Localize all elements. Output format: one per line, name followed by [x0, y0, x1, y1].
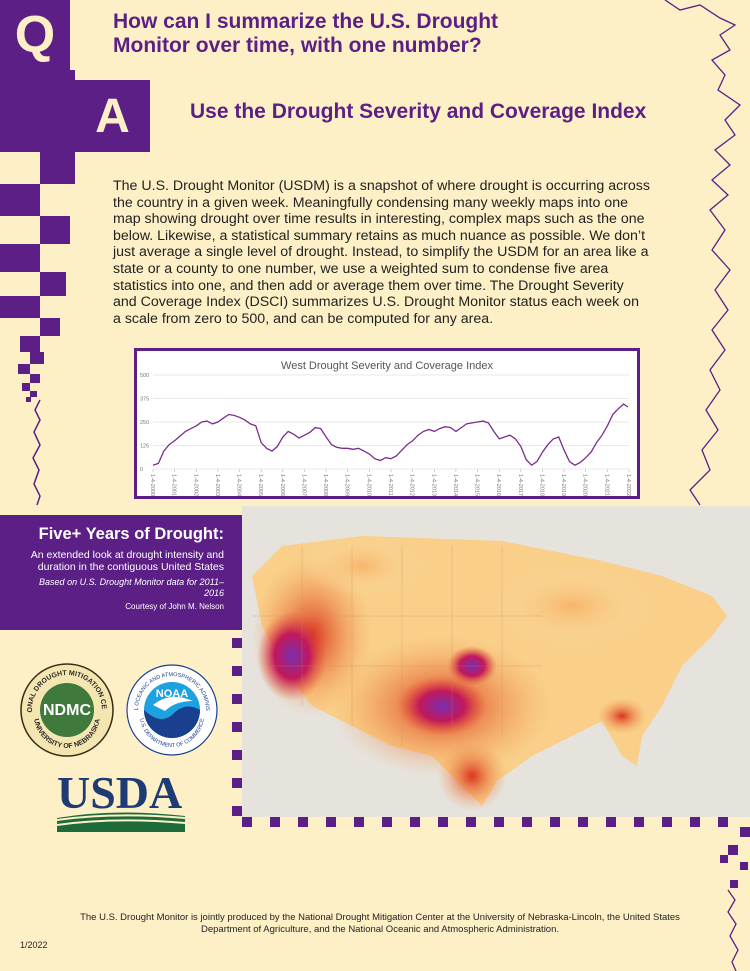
- chart-xtick-label: 1-4-2009: [344, 474, 350, 496]
- usda-logo: USDA: [56, 768, 185, 832]
- a-box: A: [75, 80, 150, 152]
- chart-xtick-label: 1-4-2017: [517, 474, 523, 496]
- chart-xtick-label: 1-4-2004: [236, 474, 242, 496]
- chart-xtick-label: 1-4-2011: [387, 474, 393, 496]
- chart-svg: West Drought Severity and Coverage Index…: [140, 360, 631, 496]
- q-box: Q: [0, 0, 70, 70]
- body-paragraph: The U.S. Drought Monitor (USDM) is a sna…: [113, 178, 650, 327]
- chart-xtick-label: 1-4-2006: [279, 474, 285, 496]
- chart-xtick-label: 1-4-2012: [409, 474, 415, 496]
- chart-xtick-label: 1-4-2007: [300, 474, 306, 496]
- banner-courtesy: Courtesy of John M. Nelson: [125, 602, 224, 611]
- chart-xtick-label: 1-4-2021: [603, 474, 609, 496]
- a-letter: A: [95, 89, 130, 143]
- chart-xtick-label: 1-4-2016: [495, 474, 501, 496]
- chart-ytick-label: 250: [140, 420, 149, 426]
- dsci-chart: West Drought Severity and Coverage Index…: [134, 348, 640, 499]
- banner-title: Five+ Years of Drought:: [38, 525, 224, 543]
- chart-ytick-label: 125: [140, 444, 149, 450]
- answer-heading: Use the Drought Severity and Coverage In…: [190, 100, 647, 123]
- chart-xtick-label: 1-4-2018: [538, 474, 544, 496]
- chart-xtick-label: 1-4-2002: [192, 474, 198, 496]
- chart-ytick-label: 0: [140, 467, 143, 473]
- ndmc-logo-text: NDMC: [43, 702, 91, 719]
- noaa-logo: NATIONAL OCEANIC AND ATMOSPHERIC ADMINIS…: [125, 663, 218, 756]
- chart-title: West Drought Severity and Coverage Index: [281, 360, 493, 372]
- question-heading: How can I summarize the U.S. Drought Mon…: [113, 10, 499, 57]
- chart-xtick-label: 1-4-2022: [625, 474, 631, 496]
- ndmc-logo: NATIONAL DROUGHT MITIGATION CENTER UNIVE…: [20, 663, 114, 757]
- chart-xtick-label: 1-4-2014: [452, 474, 458, 496]
- noaa-logo-text: NOAA: [156, 688, 188, 700]
- chart-xtick-label: 1-4-2005: [257, 474, 263, 496]
- chart-xtick-label: 1-4-2003: [214, 474, 220, 496]
- chart-xtick-label: 1-4-2000: [149, 474, 155, 496]
- publication-date: 1/2022: [20, 940, 48, 950]
- chart-line-west-dsci: [152, 403, 629, 467]
- chart-xtick-label: 1-4-2010: [365, 474, 371, 496]
- chart-xtick-label: 1-4-2001: [171, 474, 177, 496]
- chart-xtick-label: 1-4-2019: [560, 474, 566, 496]
- q-letter: Q: [14, 6, 56, 64]
- chart-ytick-label: 500: [140, 373, 149, 379]
- footer-text: The U.S. Drought Monitor is jointly prod…: [80, 912, 680, 935]
- drought-map: [242, 506, 750, 817]
- chart-xtick-label: 1-4-2008: [322, 474, 328, 496]
- chart-xtick-label: 1-4-2013: [430, 474, 436, 496]
- banner-based-on: Based on U.S. Drought Monitor data for 2…: [39, 577, 224, 598]
- chart-xtick-label: 1-4-2015: [474, 474, 480, 496]
- usda-logo-text: USDA: [57, 768, 182, 818]
- map-caption-banner: Five+ Years of Drought: An extended look…: [0, 515, 242, 630]
- chart-ytick-label: 375: [140, 397, 149, 403]
- chart-xtick-label: 1-4-2020: [582, 474, 588, 496]
- banner-subtitle: An extended look at drought intensity an…: [30, 549, 224, 573]
